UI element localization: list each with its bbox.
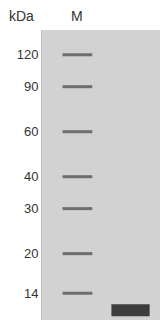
svg-text:kDa: kDa [9,8,34,24]
svg-text:14: 14 [24,286,38,301]
svg-text:M: M [71,8,83,24]
svg-text:60: 60 [24,124,38,139]
svg-text:90: 90 [24,79,38,94]
svg-text:30: 30 [24,201,38,216]
svg-text:120: 120 [17,47,39,62]
svg-text:20: 20 [24,246,38,261]
svg-text:40: 40 [24,169,38,184]
